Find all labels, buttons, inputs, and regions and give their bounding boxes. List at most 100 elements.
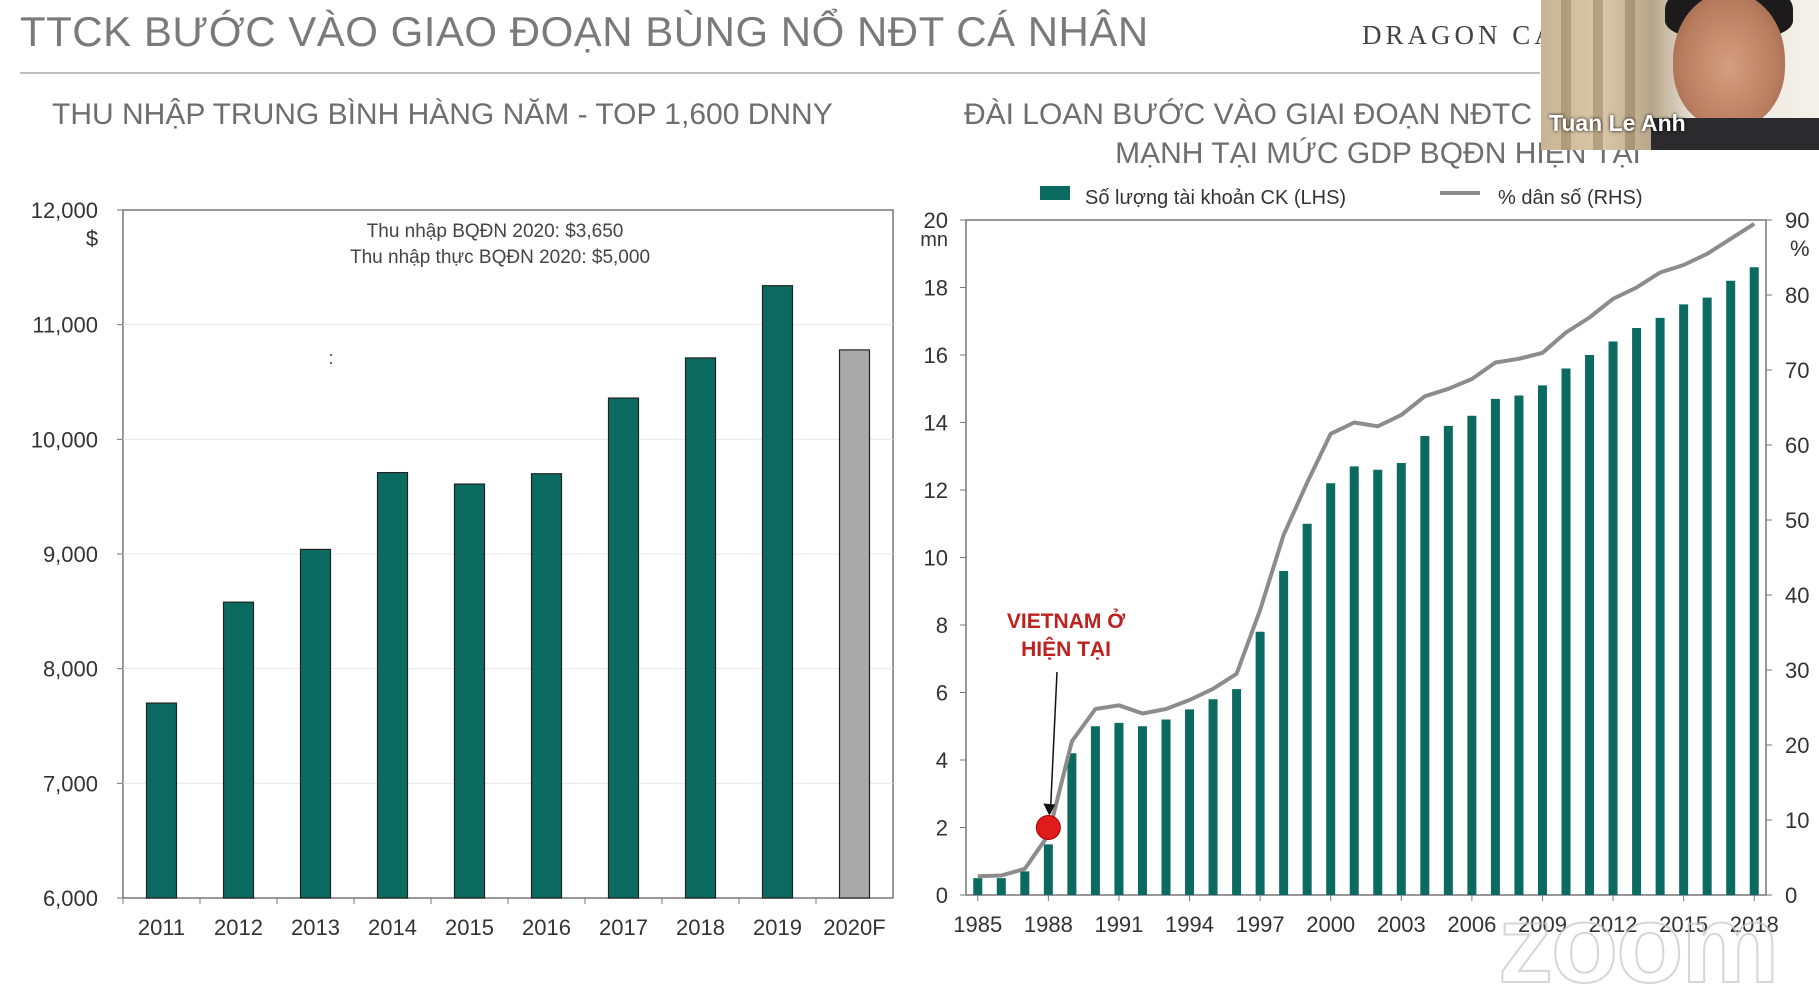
account-bar-1998 <box>1279 571 1289 895</box>
participant-face <box>1673 0 1785 128</box>
callout-arrowhead <box>1043 803 1056 816</box>
bar-2020F <box>838 349 871 899</box>
plot-frame <box>965 219 1767 896</box>
y-left-unit: mn <box>920 229 948 251</box>
account-bar-2017 <box>1726 280 1736 895</box>
y-right-tick-label: 0 <box>1785 883 1797 908</box>
x-tick-label: 1997 <box>1236 912 1285 937</box>
chart-title: THU NHẬP TRUNG BÌNH HÀNG NĂM - TOP 1,600… <box>52 98 833 131</box>
x-tick-label: 1988 <box>1024 912 1073 937</box>
x-tick-label: 2006 <box>1447 912 1496 937</box>
bar-2017 <box>607 397 640 899</box>
population-share-line <box>977 222 1756 879</box>
x-tick-label: 1994 <box>1165 912 1214 937</box>
chart-title-line-1: ĐÀI LOAN BƯỚC VÀO GIAI ĐOẠN NĐTC <box>964 98 1532 131</box>
x-tick-label: 2016 <box>522 915 571 940</box>
callout-label-line-2: HIỆN TẠI <box>1021 637 1111 661</box>
bar-2013 <box>299 548 332 899</box>
x-tick-label: 2015 <box>1659 912 1708 937</box>
account-bar-2013 <box>1632 328 1642 895</box>
account-bar-2016 <box>1702 297 1712 895</box>
bar-2014 <box>376 471 409 899</box>
account-bar-1995 <box>1208 699 1218 895</box>
y-right-tick-label: 70 <box>1785 358 1809 383</box>
x-tick-label: 2019 <box>753 915 802 940</box>
x-tick-label: 1985 <box>953 912 1002 937</box>
y-left-tick-label: 18 <box>924 276 948 301</box>
account-bar-2014 <box>1655 317 1665 895</box>
account-bar-2015 <box>1679 304 1689 895</box>
account-bar-1997 <box>1255 631 1265 895</box>
account-bar-2004 <box>1420 436 1430 895</box>
y-right-tick-label: 90 <box>1785 208 1809 233</box>
webcam-video-tile[interactable]: Tuan Le Anh <box>1541 0 1819 150</box>
x-tick-label: 2013 <box>291 915 340 940</box>
y-left-tick-label: 8 <box>936 613 948 638</box>
charts-canvas: THU NHẬP TRUNG BÌNH HÀNG NĂM - TOP 1,600… <box>31 98 1810 940</box>
account-bar-1988 <box>1043 844 1053 895</box>
x-tick-label: 2018 <box>1730 912 1779 937</box>
bar-2011 <box>145 702 178 899</box>
y-left-tick-label: 12 <box>924 478 948 503</box>
x-tick-label: 2011 <box>138 915 185 940</box>
x-tick-label: 2000 <box>1306 912 1355 937</box>
brand-logo-text: DRAGON CA <box>1362 20 1558 50</box>
account-bar-2001 <box>1349 466 1359 895</box>
x-tick-label: 2020F <box>823 915 885 940</box>
x-tick-label: 2014 <box>368 915 417 940</box>
account-bar-1992 <box>1137 726 1147 895</box>
x-tick-label: 2009 <box>1518 912 1567 937</box>
y-tick-label: 9,000 <box>43 542 98 567</box>
y-tick-label: 10,000 <box>31 427 98 452</box>
y-tick-label: 12,000 <box>31 198 98 223</box>
y-tick-label: 8,000 <box>43 657 98 682</box>
account-bar-1991 <box>1114 722 1124 895</box>
account-bar-2000 <box>1326 483 1336 895</box>
curtain-stripe <box>1561 0 1571 150</box>
y-right-tick-label: 40 <box>1785 583 1809 608</box>
y-left-tick-label: 14 <box>924 411 948 436</box>
y-left-tick-label: 0 <box>936 883 948 908</box>
y-right-tick-label: 60 <box>1785 433 1809 458</box>
account-bar-2012 <box>1608 341 1618 895</box>
bar-2015 <box>453 483 486 899</box>
vietnam-marker <box>1035 815 1061 840</box>
y-left-tick-label: 10 <box>924 546 948 571</box>
callout-arrow-line <box>1049 671 1058 814</box>
y-left-tick-label: 20 <box>924 208 948 233</box>
slide-title: TTCK BƯỚC VÀO GIAO ĐOẠN BÙNG NỔ NĐT CÁ N… <box>20 8 1149 55</box>
bar-2018 <box>684 357 717 899</box>
annotation-colon: : <box>328 348 333 368</box>
y-right-tick-label: 80 <box>1785 283 1809 308</box>
title-divider <box>20 72 1540 74</box>
account-bar-1989 <box>1067 753 1077 895</box>
legend-bar-label: Số lượng tài khoản CK (LHS) <box>1085 187 1346 209</box>
curtain-stripe <box>1593 0 1603 150</box>
account-bar-1985 <box>973 878 983 895</box>
curtain-stripe <box>1625 0 1635 150</box>
account-bar-1987 <box>1020 871 1030 895</box>
y-tick-label: 11,000 <box>32 313 98 338</box>
participant-shirt <box>1651 118 1819 150</box>
account-bar-2008 <box>1514 395 1524 895</box>
callout-label-line-1: VIETNAM Ở <box>1007 609 1125 633</box>
account-bar-1994 <box>1185 709 1195 895</box>
x-tick-label: 1991 <box>1094 912 1143 937</box>
y-tick-label: 7,000 <box>43 771 98 796</box>
x-tick-label: 2012 <box>1589 912 1638 937</box>
account-bar-1990 <box>1090 726 1100 895</box>
y-right-unit: % <box>1790 236 1810 261</box>
bar-2019 <box>761 285 794 899</box>
participant-name: Tuan Le Anh <box>1549 110 1686 136</box>
x-tick-label: 2012 <box>214 915 263 940</box>
y-unit-label: $ <box>86 226 98 251</box>
account-bar-2006 <box>1467 415 1477 895</box>
y-right-tick-label: 10 <box>1785 808 1809 833</box>
account-bar-2005 <box>1443 425 1453 895</box>
bar-2012 <box>222 601 255 899</box>
y-left-tick-label: 16 <box>924 343 948 368</box>
y-left-tick-label: 2 <box>936 816 948 841</box>
x-tick-label: 2015 <box>445 915 494 940</box>
y-right-tick-label: 50 <box>1785 508 1809 533</box>
y-right-tick-label: 20 <box>1785 733 1809 758</box>
